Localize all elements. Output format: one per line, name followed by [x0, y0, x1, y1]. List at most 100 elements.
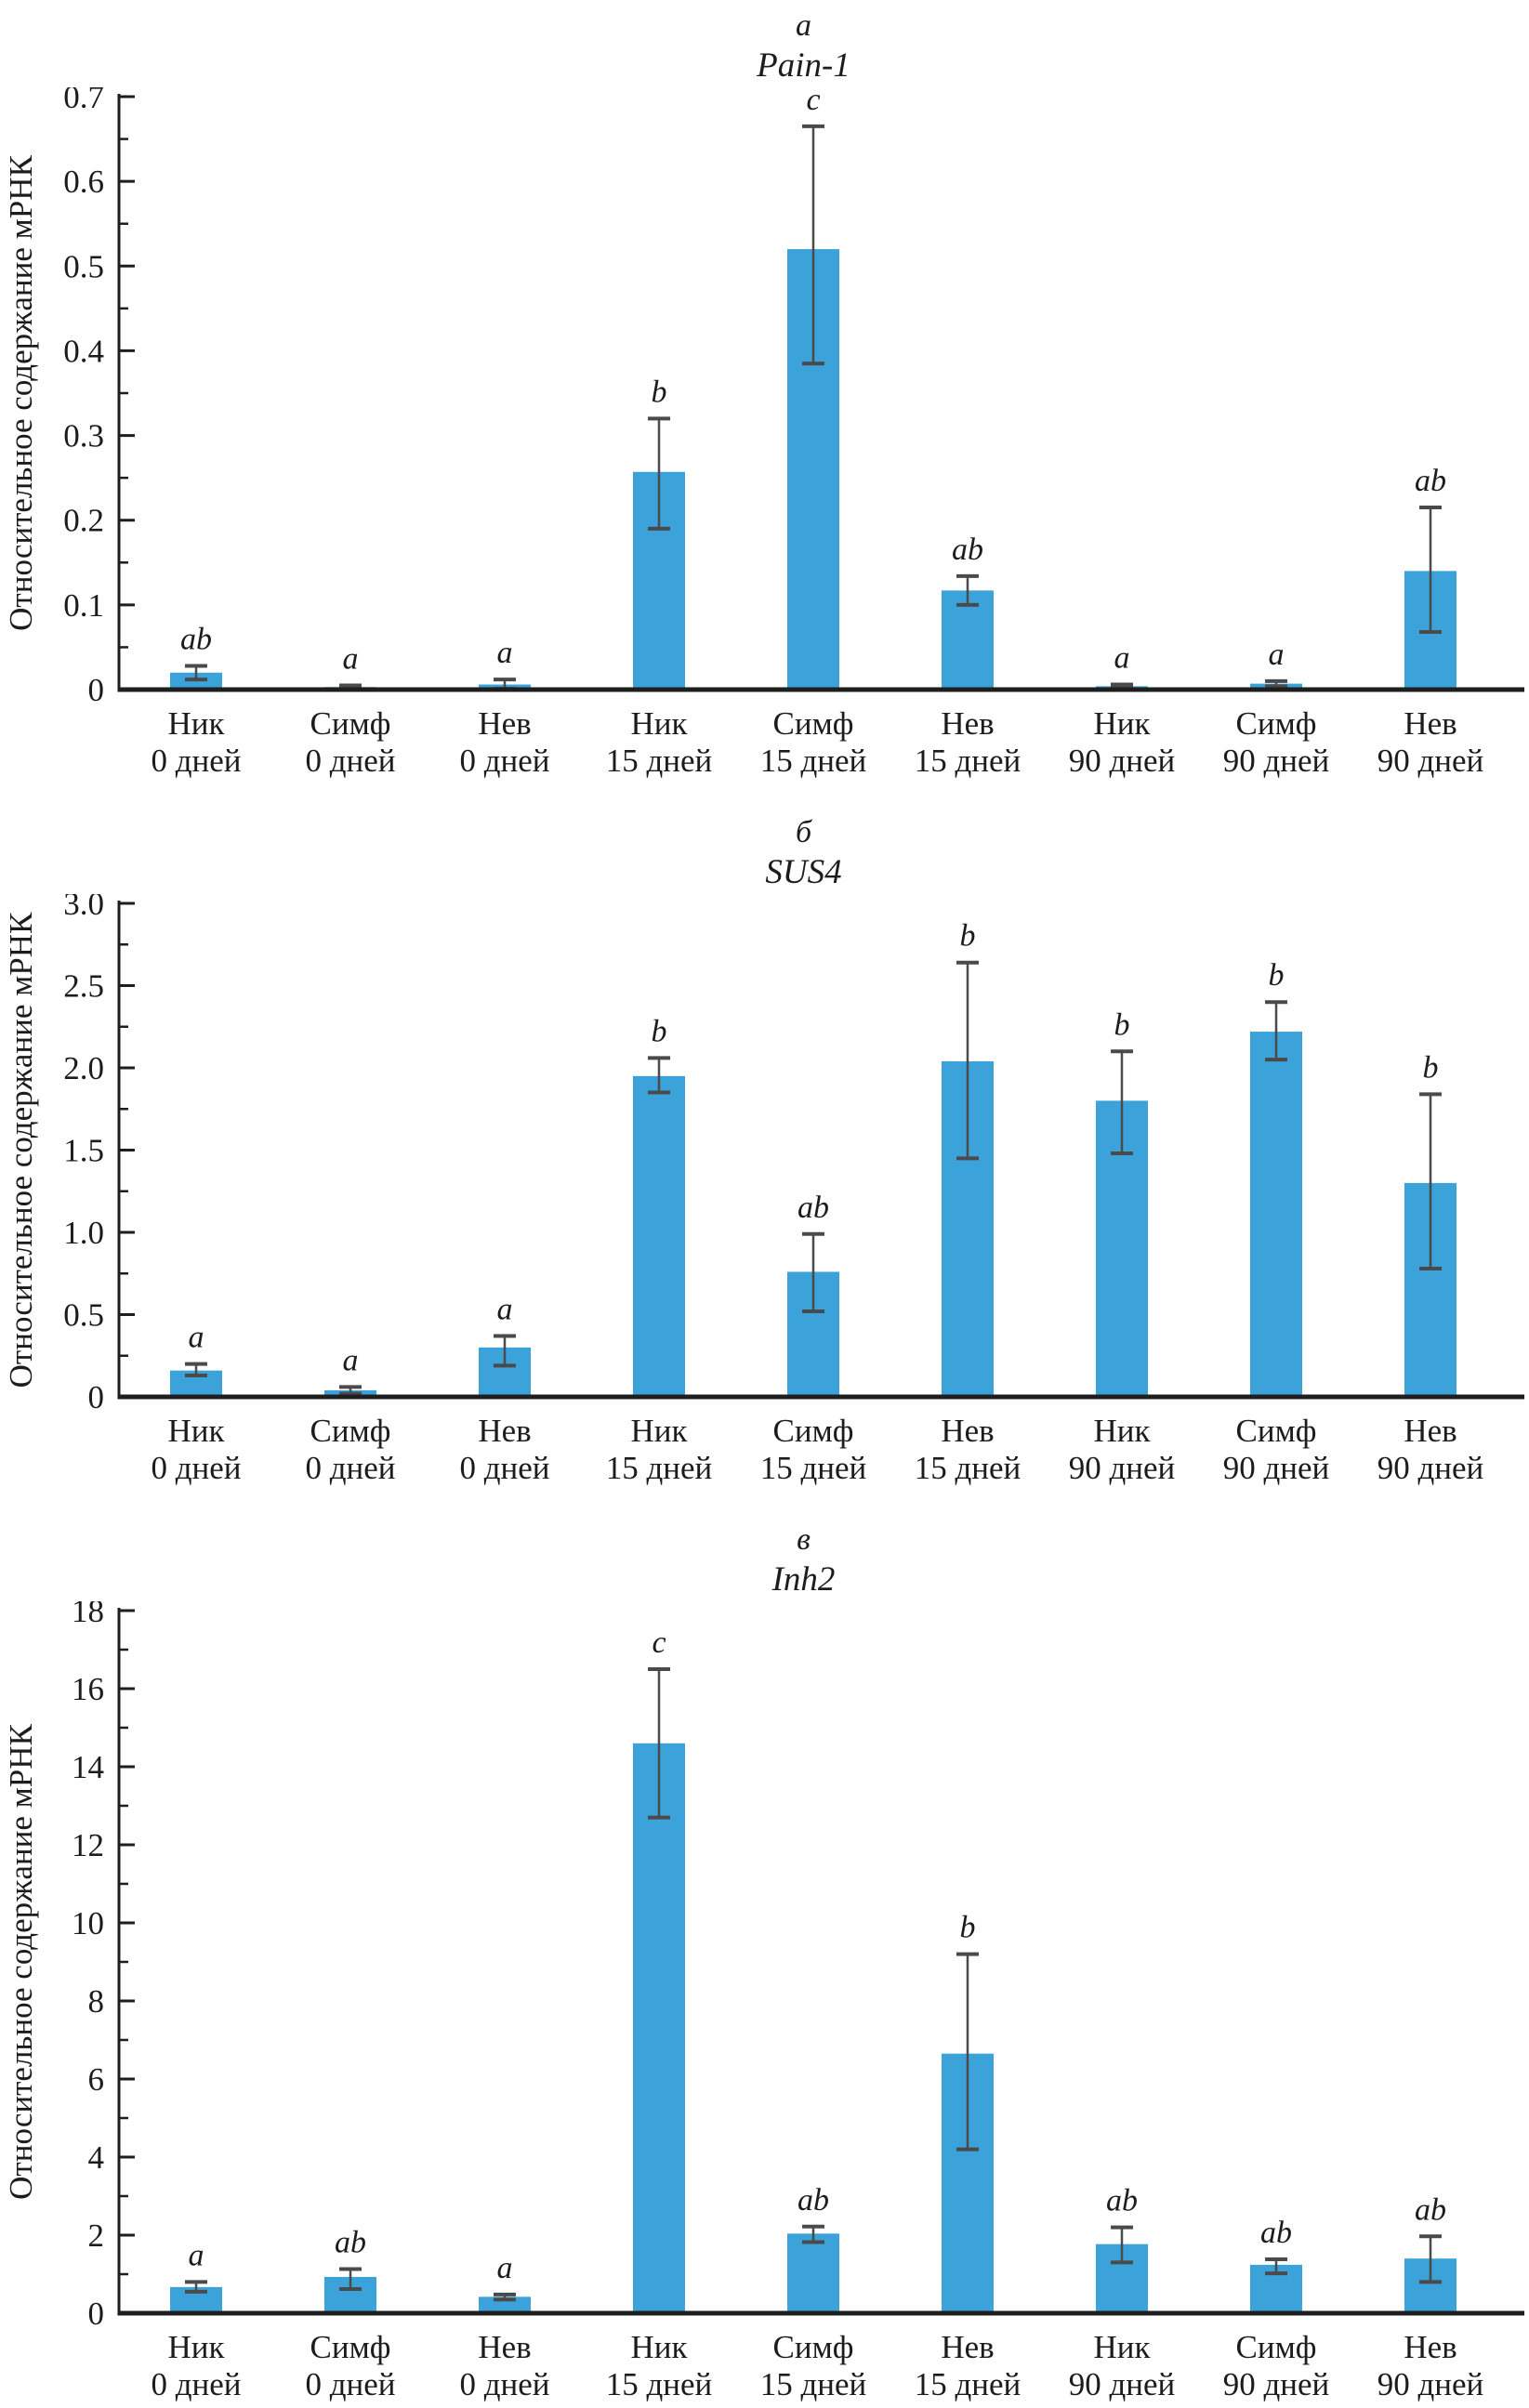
x-tick-label-time: 0 дней [151, 743, 241, 779]
x-tick-label-time: 90 дней [1377, 743, 1484, 779]
x-tick-label-group: Ник [167, 705, 225, 742]
y-tick-label: 0 [88, 1379, 105, 1415]
significance-letter: ab [1260, 2216, 1292, 2250]
significance-letter: ab [797, 2183, 829, 2217]
x-tick-label-time: 0 дней [459, 743, 549, 779]
significance-letter: ab [180, 622, 212, 656]
gene-title: Inh2 [771, 1560, 836, 1599]
y-tick-label: 0.7 [63, 87, 104, 115]
x-tick-label-group: Нев [1404, 705, 1457, 742]
bar-chart-pain1: Относительное содержание мРНК 0 0.1 0.2 0.3 0… [3, 87, 1524, 779]
panel-b-header: б SUS4 [39, 814, 1529, 894]
x-tick-label-time: 90 дней [1069, 2366, 1176, 2402]
x-tick-label-group: Симф [310, 1413, 391, 1449]
x-tick-label-group: Симф [1236, 1413, 1317, 1449]
x-tick-label-group: Нев [941, 1413, 994, 1449]
significance-letter: a [497, 1293, 513, 1327]
y-tick-label: 18 [72, 1601, 104, 1629]
x-tick-label-time: 0 дней [459, 2366, 549, 2402]
significance-letter: c [806, 87, 820, 117]
y-tick-label: 0 [88, 672, 105, 708]
x-tick-label-time: 90 дней [1069, 1450, 1176, 1486]
x-tick-label-group: Нев [478, 705, 531, 742]
significance-letter: a [343, 1343, 359, 1377]
y-tick-label: 0.6 [63, 164, 104, 200]
significance-letter: b [960, 1911, 976, 1945]
x-tick-label-group: Симф [310, 2329, 391, 2365]
panel-letter: в [797, 1522, 811, 1557]
x-tick-label-group: Нев [1404, 2329, 1457, 2365]
chart-panel-a: а Pain-1 Относительное содержание мРНК 0 0… [0, 7, 1529, 801]
x-tick-label-time: 15 дней [760, 743, 867, 779]
x-tick-label-time: 90 дней [1069, 743, 1176, 779]
x-tick-label-group: Нев [941, 2329, 994, 2365]
y-tick-label: 2.0 [63, 1050, 104, 1086]
x-tick-label-time: 90 дней [1223, 743, 1330, 779]
bar-chart-inh2: Относительное содержание мРНК 0 2 4 6 8 10 12 14… [3, 1601, 1524, 2402]
significance-letter: ab [1415, 2192, 1446, 2227]
x-tick-label-group: Ник [630, 705, 688, 742]
x-tick-label-group: Симф [1236, 2329, 1317, 2365]
y-tick-label: 12 [72, 1827, 104, 1863]
panel-v-header: в Inh2 [39, 1521, 1529, 1601]
gene-title: Pain-1 [757, 46, 850, 85]
y-axis-title: Относительное содержание мРНК [3, 912, 39, 1388]
x-tick-label-group: Симф [773, 705, 854, 742]
x-tick-label-time: 15 дней [606, 2366, 713, 2402]
y-tick-label: 0.5 [63, 1297, 104, 1334]
bar-Симф-90-дней [1250, 1032, 1302, 1397]
x-tick-label-group: Симф [773, 1413, 854, 1449]
significance-letter: b [652, 1014, 667, 1048]
significance-letter: a [189, 2238, 204, 2272]
x-tick-label-time: 15 дней [760, 2366, 867, 2402]
x-tick-label-time: 0 дней [151, 2366, 241, 2402]
y-tick-label: 14 [72, 1749, 104, 1785]
significance-letter: ab [1415, 464, 1446, 498]
y-tick-label: 10 [72, 1905, 104, 1941]
x-tick-label-time: 15 дней [606, 1450, 713, 1486]
bar-Нев-0-дней [479, 2296, 531, 2313]
bar-Симф-15-дней [787, 2233, 839, 2313]
x-tick-label-group: Ник [630, 1413, 688, 1449]
significance-letter: a [497, 636, 513, 670]
y-axis-title: Относительное содержание мРНК [3, 155, 39, 631]
y-axis-title: Относительное содержание мРНК [3, 1724, 39, 2200]
x-tick-label-time: 15 дней [915, 2366, 1022, 2402]
x-tick-label-time: 90 дней [1377, 1450, 1484, 1486]
x-tick-label-time: 15 дней [760, 1450, 867, 1486]
x-tick-label-group: Ник [167, 1413, 225, 1449]
x-tick-label-group: Ник [167, 2329, 225, 2365]
x-tick-label-group: Нев [1404, 1413, 1457, 1449]
x-tick-label-time: 0 дней [305, 2366, 395, 2402]
x-tick-label-group: Симф [1236, 705, 1317, 742]
bar-chart-sus4: Относительное содержание мРНК 0 0.5 1.0 1.5 2… [3, 894, 1524, 1486]
gene-title: SUS4 [765, 853, 842, 891]
significance-letter: c [652, 1625, 666, 1660]
y-tick-label: 0.4 [63, 333, 104, 369]
significance-letter: b [960, 919, 976, 954]
bar-Ник-15-дней [633, 1743, 685, 2313]
panel-letter: б [795, 815, 812, 849]
y-tick-label: 0.3 [63, 418, 104, 454]
significance-letter: a [1114, 641, 1130, 676]
x-tick-label-group: Нев [478, 1413, 531, 1449]
significance-letter: ab [335, 2226, 366, 2260]
x-tick-label-group: Нев [941, 705, 994, 742]
x-tick-label-time: 15 дней [606, 743, 713, 779]
y-tick-label: 0.1 [63, 587, 104, 624]
significance-letter: a [343, 641, 359, 676]
x-tick-label-time: 0 дней [459, 1450, 549, 1486]
x-tick-label-time: 90 дней [1223, 2366, 1330, 2402]
x-tick-label-group: Симф [310, 705, 391, 742]
y-tick-label: 8 [88, 1983, 105, 2020]
y-tick-label: 16 [72, 1671, 104, 1707]
y-tick-label: 1.0 [63, 1215, 104, 1251]
bar-Ник-15-дней [633, 1075, 685, 1397]
significance-letter: ab [952, 533, 983, 567]
x-tick-label-time: 0 дней [305, 743, 395, 779]
y-tick-label: 3.0 [63, 894, 104, 922]
x-tick-label-time: 90 дней [1223, 1450, 1330, 1486]
y-tick-label: 2 [88, 2217, 105, 2254]
x-tick-label-group: Ник [1093, 1413, 1151, 1449]
bar-Нев-15-дней [942, 590, 994, 690]
